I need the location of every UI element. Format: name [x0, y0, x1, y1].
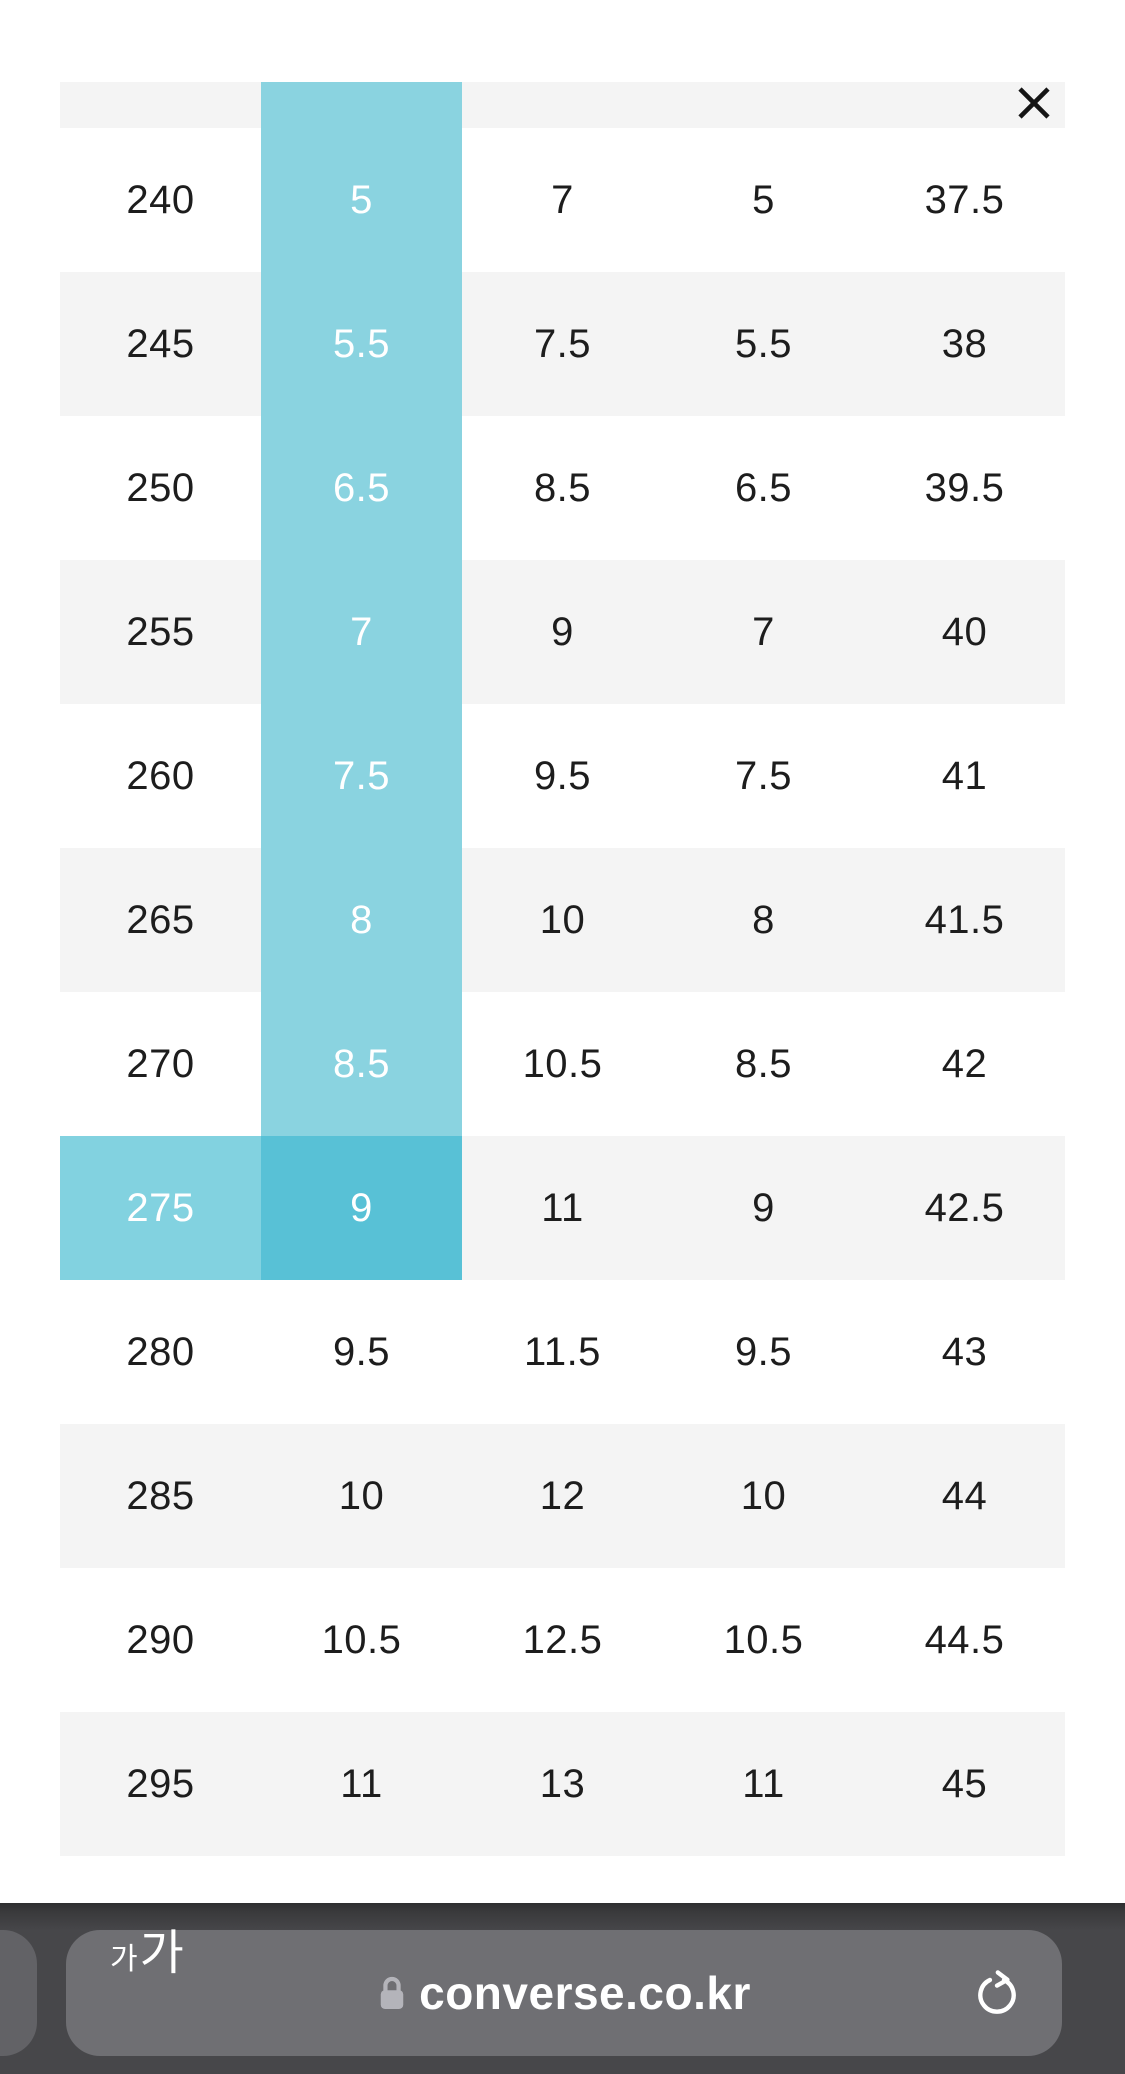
table-cell: 11 — [340, 1762, 383, 1806]
table-cell: 280 — [126, 1330, 195, 1374]
table-cell: 42 — [941, 1042, 988, 1086]
text-size-small-glyph: 가 — [110, 1943, 138, 1976]
table-cell: 270 — [126, 1042, 195, 1086]
close-button[interactable] — [1007, 76, 1061, 130]
table-cell: 7 — [261, 560, 462, 704]
table-cell: 9 — [551, 610, 574, 654]
table-cell: 9 — [261, 1136, 462, 1280]
table-row-245[interactable]: 245 5.5 7.5 5.5 38 — [60, 272, 1065, 416]
table-cell: 6.5 — [261, 416, 462, 560]
table-row-240[interactable]: 240 5 7 5 37.5 — [60, 128, 1065, 272]
table-cell: 5.5 — [261, 272, 462, 416]
table-cell: 7.5 — [533, 322, 592, 366]
table-cell: 5 — [752, 178, 775, 222]
table-cell: 11.5 — [524, 1330, 601, 1374]
table-cell: 42.5 — [924, 1186, 1005, 1230]
table-cell: 245 — [126, 322, 195, 366]
table-cell: 37.5 — [924, 178, 1005, 222]
table-row-250[interactable]: 250 6.5 8.5 6.5 39.5 — [60, 416, 1065, 560]
table-cell: 10.5 — [723, 1618, 804, 1662]
selected-column-highlight — [261, 82, 462, 128]
text-size-large-glyph: 가 — [139, 1927, 184, 1980]
close-icon — [1008, 77, 1060, 129]
table-row-260[interactable]: 260 7.5 9.5 7.5 41 — [60, 704, 1065, 848]
table-cell: 8 — [261, 848, 462, 992]
table-cell: 41.5 — [924, 898, 1005, 942]
table-row-270[interactable]: 270 8.5 10.5 8.5 42 — [60, 992, 1065, 1136]
table-cell: 265 — [126, 898, 195, 942]
table-cell: 6.5 — [734, 466, 793, 510]
table-cell: 41 — [941, 754, 988, 798]
table-cell: 8.5 — [734, 1042, 793, 1086]
table-cell: 7.5 — [261, 704, 462, 848]
table-cell: 44.5 — [924, 1618, 1005, 1662]
table-row-280[interactable]: 280 9.5 11.5 9.5 43 — [60, 1280, 1065, 1424]
reload-button[interactable] — [972, 1930, 1022, 2056]
url-bar[interactable]: 가 가 converse.co.kr — [66, 1930, 1062, 2056]
adjacent-tab-edge[interactable] — [0, 1930, 37, 2056]
reload-icon — [972, 1968, 1022, 2018]
url-display[interactable]: converse.co.kr — [377, 1966, 751, 2020]
table-cell: 9 — [752, 1186, 775, 1230]
table-row-295[interactable]: 295 11 13 11 45 — [60, 1712, 1065, 1856]
table-cell: 12.5 — [522, 1618, 603, 1662]
table-cell: 7.5 — [734, 754, 793, 798]
table-row-265[interactable]: 265 8 10 8 41.5 — [60, 848, 1065, 992]
table-cell: 38 — [941, 322, 988, 366]
table-cell: 9.5 — [332, 1330, 391, 1374]
table-cell: 12 — [539, 1474, 586, 1518]
table-cell: 7 — [551, 178, 574, 222]
table-cell: 8.5 — [261, 992, 462, 1136]
table-row-290[interactable]: 290 10.5 12.5 10.5 44.5 — [60, 1568, 1065, 1712]
url-text: converse.co.kr — [419, 1967, 751, 2019]
table-cell: 45 — [941, 1762, 988, 1806]
table-cell: 8.5 — [533, 466, 592, 510]
table-cell: 260 — [126, 754, 195, 798]
table-row-255[interactable]: 255 7 9 7 40 — [60, 560, 1065, 704]
table-cell: 5 — [261, 128, 462, 272]
table-header-strip — [60, 82, 1065, 128]
table-cell: 10 — [539, 898, 586, 942]
table-cell: 11 — [742, 1762, 785, 1806]
lock-icon — [377, 1973, 407, 2013]
table-row-285[interactable]: 285 10 12 10 44 — [60, 1424, 1065, 1568]
table-cell: 285 — [126, 1474, 195, 1518]
table-cell: 10 — [338, 1474, 385, 1518]
table-cell: 9.5 — [734, 1330, 793, 1374]
table-cell: 11 — [541, 1186, 584, 1230]
safari-toolbar: 가 가 converse.co.kr — [0, 1903, 1125, 2074]
table-cell: 255 — [126, 610, 195, 654]
table-row-275[interactable]: 275 9 11 9 42.5 — [60, 1136, 1065, 1280]
size-table-body: 240 5 7 5 37.5 245 5.5 7.5 5.5 38 250 6.5 8.5 6.5 39.5… — [60, 128, 1065, 1856]
table-cell: 275 — [60, 1136, 261, 1280]
table-cell: 250 — [126, 466, 195, 510]
table-cell: 43 — [941, 1330, 988, 1374]
table-cell: 44 — [941, 1474, 988, 1518]
table-cell: 40 — [941, 610, 988, 654]
table-cell: 13 — [539, 1762, 586, 1806]
table-cell: 8 — [752, 898, 775, 942]
table-cell: 10 — [740, 1474, 787, 1518]
table-cell: 39.5 — [924, 466, 1005, 510]
table-cell: 295 — [126, 1762, 195, 1806]
table-cell: 7 — [752, 610, 775, 654]
table-cell: 290 — [126, 1618, 195, 1662]
text-size-button[interactable]: 가 가 — [100, 1930, 194, 2056]
table-cell: 10.5 — [522, 1042, 603, 1086]
table-cell: 5.5 — [734, 322, 793, 366]
table-cell: 9.5 — [533, 754, 592, 798]
table-cell: 240 — [126, 178, 195, 222]
table-cell: 10.5 — [321, 1618, 402, 1662]
